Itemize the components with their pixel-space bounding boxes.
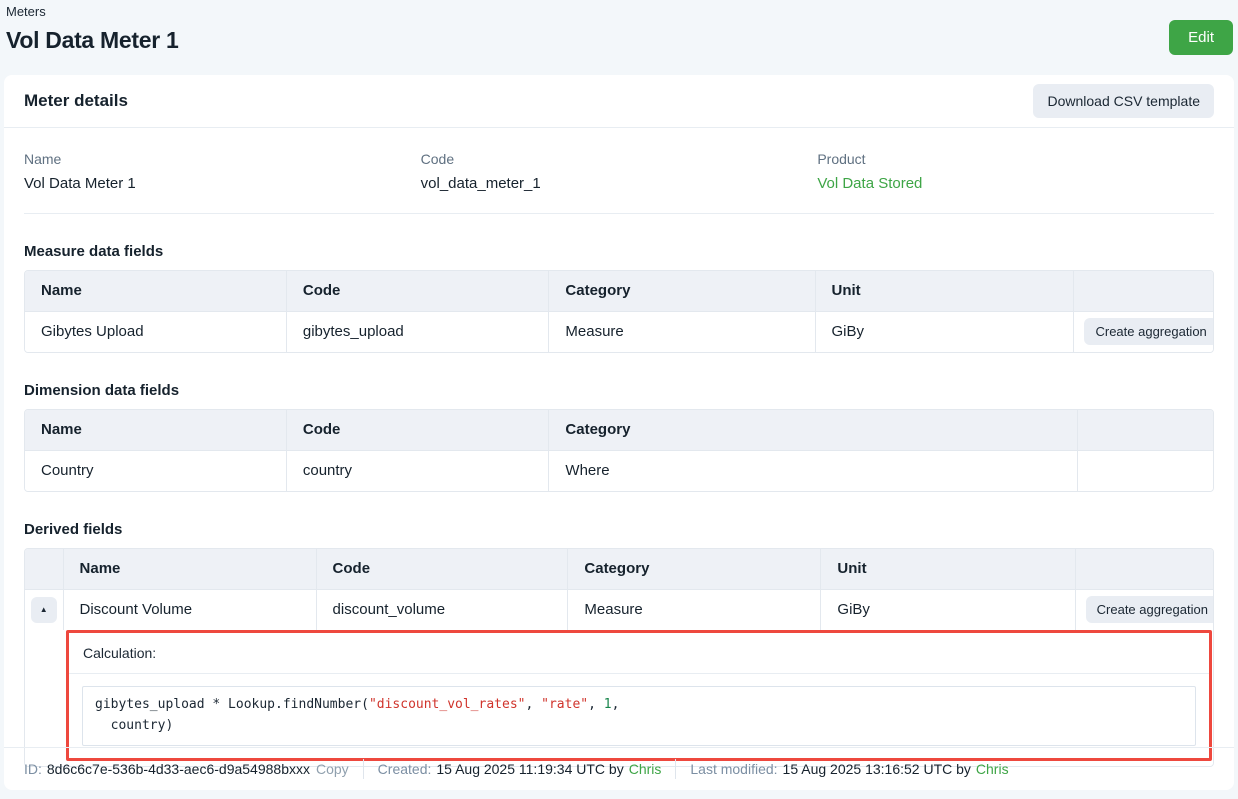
code-field: Code vol_data_meter_1 <box>421 151 818 192</box>
cell-name: Gibytes Upload <box>25 310 287 352</box>
col-header-expander <box>25 549 64 589</box>
collapse-row-button[interactable]: ▲ <box>30 596 57 623</box>
meter-details-card: Meter details Download CSV template Name… <box>4 75 1234 790</box>
download-csv-template-button[interactable]: Download CSV template <box>1033 84 1214 118</box>
col-header-unit: Unit <box>820 549 1076 589</box>
cell-name: Country <box>25 449 287 491</box>
cell-category: Measure <box>567 588 821 630</box>
cell-expander: ▲ <box>25 588 64 630</box>
measure-section-title: Measure data fields <box>24 243 164 260</box>
cell-code: discount_volume <box>315 588 568 630</box>
card-header: Meter details Download CSV template <box>4 75 1234 128</box>
dimension-table: Name Code Category Country country Where <box>24 409 1214 492</box>
measure-table: Name Code Category Unit Gibytes Upload g… <box>24 270 1214 353</box>
col-header-name: Name <box>25 271 287 311</box>
code-token: , <box>525 697 542 712</box>
id-label: ID: <box>24 761 42 777</box>
cell-code: gibytes_upload <box>285 310 549 352</box>
col-header-category: Category <box>548 271 816 311</box>
dimension-table-row: Country country Where <box>25 449 1213 491</box>
col-header-actions <box>1073 271 1213 311</box>
cell-actions: Create aggregation <box>1074 588 1213 630</box>
cell-category: Measure <box>548 310 816 352</box>
breadcrumb[interactable]: Meters <box>6 4 46 19</box>
derived-table-row: ▲ Discount Volume discount_volume Measur… <box>25 588 1213 630</box>
created-value: 15 Aug 2025 11:19:34 UTC by <box>436 761 624 777</box>
product-link[interactable]: Vol Data Stored <box>817 175 923 192</box>
code-token-number: 1 <box>603 697 612 712</box>
chevron-up-icon: ▲ <box>39 604 48 614</box>
measure-table-header-row: Name Code Category Unit <box>25 271 1213 311</box>
name-field-label: Name <box>24 151 62 167</box>
derived-table: Name Code Category Unit ▲ Discount Volum… <box>24 548 1214 767</box>
modified-value: 15 Aug 2025 13:16:52 UTC by <box>782 761 971 777</box>
modified-by-user-link[interactable]: Chris <box>975 761 1009 777</box>
col-header-actions <box>1074 549 1213 589</box>
copy-id-button[interactable]: Copy <box>315 761 349 777</box>
cell-actions <box>1077 449 1213 491</box>
product-field-label: Product <box>817 151 866 167</box>
page-title: Vol Data Meter 1 <box>6 27 179 53</box>
id-value: 8d6c6c7e-536b-4d33-aec6-d9a54988bxxx <box>46 761 310 777</box>
name-field: Name Vol Data Meter 1 <box>24 151 421 192</box>
name-field-value: Vol Data Meter 1 <box>24 175 136 192</box>
modified-label: Last modified: <box>690 761 778 777</box>
derived-fields-section: Derived fields Name Code Category Unit ▲ <box>4 521 1234 767</box>
col-header-name: Name <box>62 549 317 589</box>
code-field-label: Code <box>420 151 455 167</box>
code-field-value: vol_data_meter_1 <box>420 175 541 192</box>
cell-actions: Create aggregation <box>1073 310 1213 352</box>
cell-code: country <box>285 449 549 491</box>
card-title: Meter details <box>24 91 128 110</box>
code-token: , country) <box>110 697 620 733</box>
cell-unit: GiBy <box>814 310 1074 352</box>
footer-divider <box>675 759 677 779</box>
dimension-data-fields-section: Dimension data fields Name Code Category… <box>4 382 1234 492</box>
cell-category: Where <box>548 449 1078 491</box>
record-meta-footer: ID: 8d6c6c7e-536b-4d33-aec6-d9a54988bxxx… <box>4 747 1234 790</box>
calculation-code-block: gibytes_upload * Lookup.findNumber("disc… <box>82 686 1196 746</box>
product-field: Product Vol Data Stored <box>817 151 1214 192</box>
code-token: , <box>588 697 604 712</box>
create-aggregation-button[interactable]: Create aggregation <box>1084 318 1213 346</box>
section-divider <box>24 213 1214 214</box>
col-header-unit: Unit <box>814 271 1074 311</box>
cell-name: Discount Volume <box>62 588 317 630</box>
calculation-label: Calculation: <box>69 633 1209 674</box>
dimension-table-header-row: Name Code Category <box>25 410 1213 450</box>
meter-summary-fields: Name Vol Data Meter 1 Code vol_data_mete… <box>4 128 1234 213</box>
col-header-code: Code <box>285 271 549 311</box>
code-token: gibytes_upload * Lookup.findNumber( <box>95 697 369 712</box>
create-aggregation-button[interactable]: Create aggregation <box>1085 596 1213 624</box>
measure-table-row: Gibytes Upload gibytes_upload Measure Gi… <box>25 310 1213 352</box>
calculation-code-row: gibytes_upload * Lookup.findNumber("disc… <box>69 674 1209 758</box>
created-by-user-link[interactable]: Chris <box>628 761 662 777</box>
footer-divider <box>362 759 364 779</box>
edit-button[interactable]: Edit <box>1169 20 1233 55</box>
code-token-string: "discount_vol_rates" <box>368 697 526 712</box>
col-header-name: Name <box>25 410 287 450</box>
calculation-panel: Calculation: gibytes_upload * Lookup.fin… <box>66 630 1212 761</box>
measure-data-fields-section: Measure data fields Name Code Category U… <box>4 243 1234 353</box>
derived-section-title: Derived fields <box>24 521 123 538</box>
top-bar: Meters Vol Data Meter 1 Edit <box>0 0 1238 75</box>
created-label: Created: <box>377 761 432 777</box>
derived-table-header-row: Name Code Category Unit <box>25 549 1213 589</box>
col-header-actions <box>1077 410 1213 450</box>
col-header-category: Category <box>548 410 1078 450</box>
col-header-code: Code <box>315 549 568 589</box>
expanded-row-area: Calculation: gibytes_upload * Lookup.fin… <box>25 630 1213 766</box>
code-token-string: "rate" <box>541 697 589 712</box>
cell-unit: GiBy <box>820 588 1076 630</box>
dimension-section-title: Dimension data fields <box>24 382 180 399</box>
col-header-category: Category <box>567 549 821 589</box>
col-header-code: Code <box>285 410 549 450</box>
